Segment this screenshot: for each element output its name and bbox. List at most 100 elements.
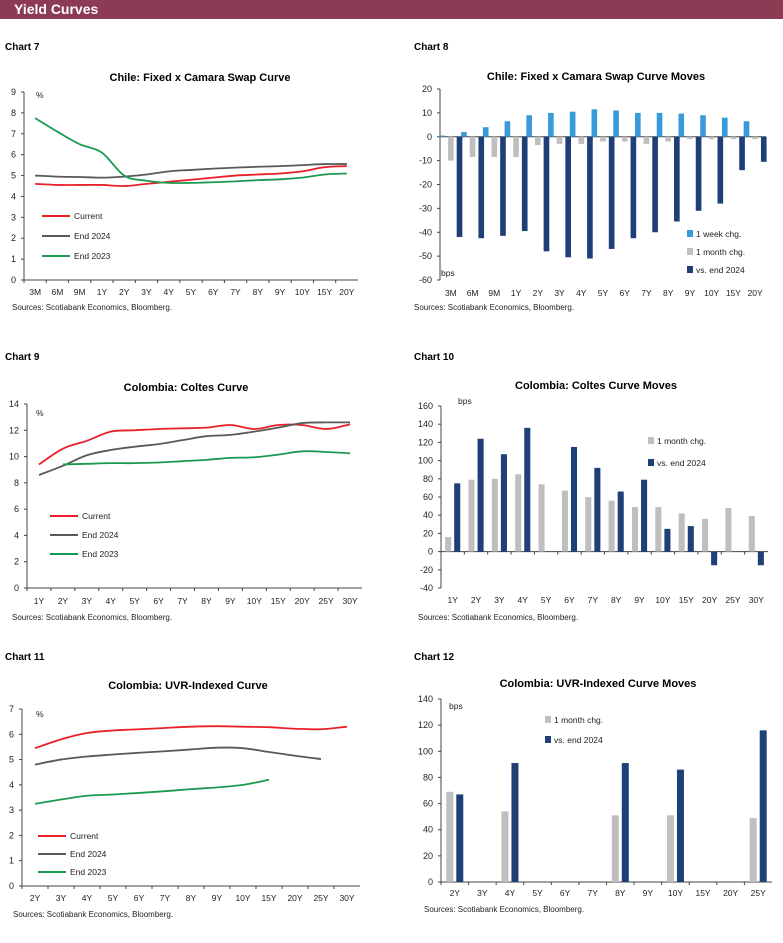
bar <box>664 528 671 552</box>
bar <box>548 112 554 137</box>
x-tick-label: 30Y <box>339 893 354 903</box>
y-tick-label: -60 <box>419 275 432 285</box>
bar <box>439 135 446 137</box>
bar <box>608 136 615 249</box>
y-tick-label: 40 <box>423 825 433 835</box>
legend-label: End 2024 <box>82 530 119 540</box>
bar <box>749 817 757 882</box>
series-line-end-2024 <box>38 421 351 476</box>
x-tick-label: 8Y <box>611 595 622 605</box>
x-tick-label: 9Y <box>212 893 223 903</box>
legend-label: End 2023 <box>82 549 119 559</box>
x-tick-label: 25Y <box>319 596 334 606</box>
bar <box>561 490 568 552</box>
bar <box>521 136 528 232</box>
x-tick-label: 2Y <box>450 888 461 898</box>
x-tick-label: 7Y <box>177 596 188 606</box>
series-line-end-2023 <box>34 117 347 184</box>
y-tick-label: 10 <box>422 108 432 118</box>
chart-7-label: Chart 7 <box>5 42 40 53</box>
x-tick-label: 15Y <box>695 888 710 898</box>
legend-label: 1 month chg. <box>554 715 603 725</box>
x-tick-label: 9Y <box>275 287 286 297</box>
legend-swatch <box>648 437 654 444</box>
y-tick-label: 60 <box>423 799 433 809</box>
x-tick-label: 10Y <box>295 287 310 297</box>
bar <box>743 121 750 137</box>
y-tick-label: 5 <box>11 171 16 181</box>
legend-label: Current <box>74 211 103 221</box>
y-tick-label: 9 <box>11 87 16 97</box>
unit-label: bps <box>449 701 463 711</box>
bar <box>721 117 728 137</box>
x-tick-label: 5Y <box>108 893 119 903</box>
bar <box>534 136 541 146</box>
y-tick-label: 7 <box>11 129 16 139</box>
y-tick-label: 0 <box>14 583 19 593</box>
x-tick-label: 4Y <box>518 595 529 605</box>
x-tick-label: 6Y <box>564 595 575 605</box>
series-line-end-2024 <box>35 163 347 179</box>
x-tick-label: 5Y <box>129 596 140 606</box>
x-tick-label: 7Y <box>588 888 599 898</box>
sources-note: Sources: Scotiabank Economics, Bloomberg… <box>424 905 584 914</box>
chart-12: Colombia: UVR-Indexed Curve Moves 0 20 40 60… <box>418 678 772 914</box>
legend-label: vs. end 2024 <box>554 735 603 745</box>
bar <box>511 763 519 882</box>
unit-label: % <box>36 709 44 719</box>
x-tick-label: 9M <box>488 288 500 298</box>
x-tick-label: 2Y <box>471 595 482 605</box>
bar <box>621 136 628 142</box>
bar <box>591 109 598 137</box>
y-tick-label: 2 <box>11 233 16 243</box>
bar <box>491 136 498 158</box>
bar <box>759 730 767 882</box>
series-line-end-2023 <box>62 450 351 466</box>
x-tick-label: 15Y <box>261 893 276 903</box>
y-tick-label: 140 <box>418 694 433 704</box>
legend-label: vs. end 2024 <box>657 458 706 468</box>
y-tick-label: 3 <box>11 212 16 222</box>
chart-title: Colombia: Coltes Curve <box>124 382 249 394</box>
x-tick-label: 10Y <box>704 288 719 298</box>
bar <box>446 791 454 882</box>
series-line-end-2023 <box>34 778 270 805</box>
bar <box>515 474 522 552</box>
x-tick-label: 15Y <box>679 595 694 605</box>
x-tick-label: 1Y <box>97 287 108 297</box>
y-tick-label: 4 <box>9 780 14 790</box>
x-tick-label: 6Y <box>153 596 164 606</box>
bar <box>617 491 624 552</box>
x-tick-label: 20Y <box>723 888 738 898</box>
x-tick-label: 2Y <box>119 287 130 297</box>
x-tick-label: 15Y <box>271 596 286 606</box>
y-tick-label: 100 <box>418 746 433 756</box>
x-tick-label: 30Y <box>749 595 764 605</box>
x-tick-label: 5Y <box>532 888 543 898</box>
sources-note: Sources: Scotiabank Economics, Bloomberg… <box>12 613 172 622</box>
y-tick-label: 100 <box>418 456 433 466</box>
chart-8: Chile: Fixed x Camara Swap Curve Moves -6… <box>414 71 767 312</box>
x-tick-label: 4Y <box>164 287 175 297</box>
bar <box>643 136 650 144</box>
bar <box>569 111 576 137</box>
x-tick-label: 15Y <box>317 287 332 297</box>
bar <box>578 136 585 144</box>
bar <box>500 136 506 236</box>
x-tick-label: 1Y <box>447 595 458 605</box>
bar <box>702 518 709 552</box>
bar <box>725 507 732 552</box>
x-tick-label: 9M <box>74 287 86 297</box>
series-line-current <box>35 165 347 187</box>
series-line-current <box>34 725 348 750</box>
y-tick-label: 140 <box>418 419 433 429</box>
bar <box>678 513 685 552</box>
x-tick-label: 20Y <box>748 288 763 298</box>
x-tick-label: 20Y <box>702 595 717 605</box>
x-tick-label: 8Y <box>186 893 197 903</box>
x-tick-label: 4Y <box>576 288 587 298</box>
x-tick-label: 7Y <box>160 893 171 903</box>
bar <box>695 136 702 211</box>
sources-note: Sources: Scotiabank Economics, Bloomberg… <box>414 303 574 312</box>
